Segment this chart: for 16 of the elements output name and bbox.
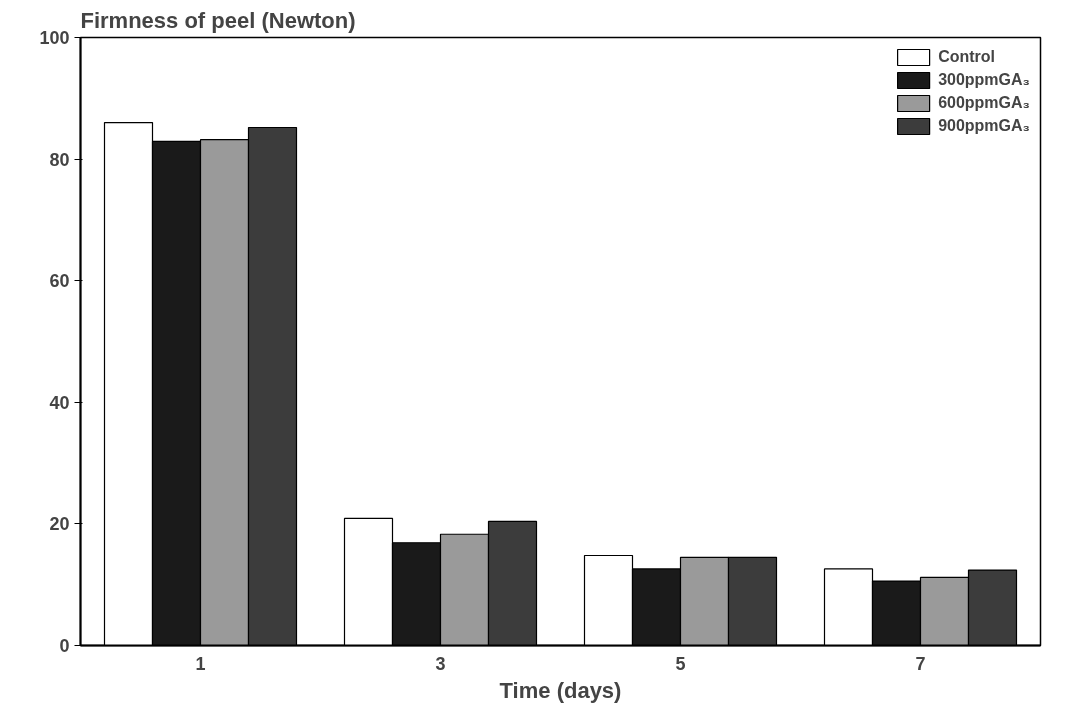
- y-tick-label: 20: [49, 514, 70, 535]
- legend-label: 300ppmGA₃: [938, 71, 1030, 89]
- y-tick-label: 100: [39, 28, 70, 48]
- y-tick-label: 0: [59, 636, 70, 656]
- x-tick-label: 7: [915, 653, 926, 674]
- x-tick-label: 5: [675, 653, 686, 674]
- x-tick-label: 3: [435, 653, 446, 674]
- legend-label: 600ppmGA₃: [938, 94, 1030, 112]
- x-axis-title: Time (days): [499, 677, 622, 703]
- y-tick-label: 80: [49, 149, 70, 170]
- x-tick-label: 1: [195, 653, 206, 674]
- y-tick-label: 60: [49, 271, 70, 292]
- legend-label: 900ppmGA₃: [938, 117, 1030, 135]
- chart-title: Firmness of peel (Newton): [80, 7, 356, 33]
- y-tick-label: 40: [49, 392, 70, 413]
- legend-label: Control: [938, 48, 995, 66]
